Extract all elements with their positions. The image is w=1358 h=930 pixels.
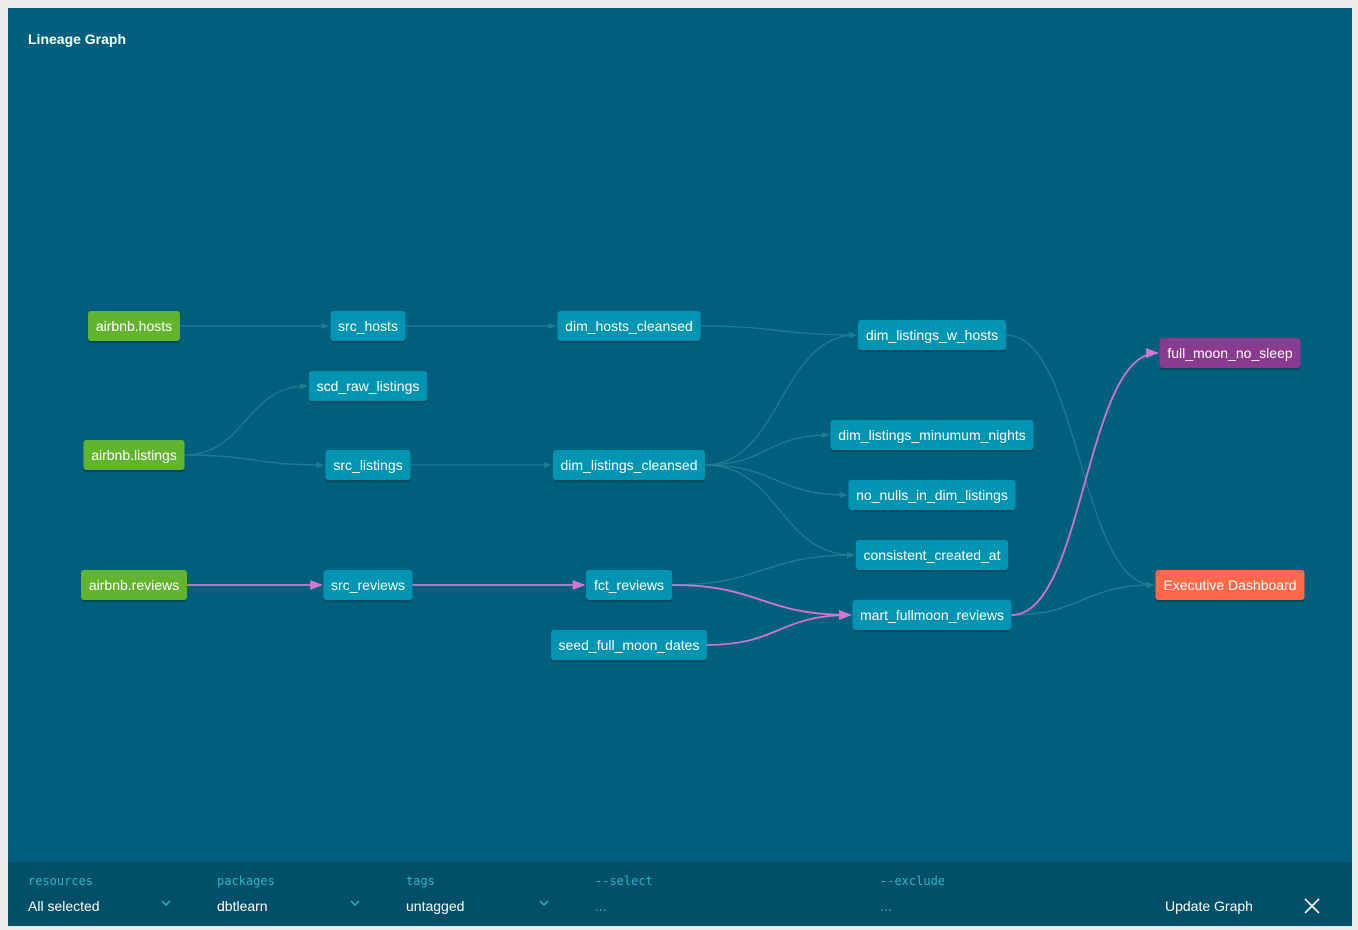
close-icon[interactable] — [1303, 897, 1321, 915]
packages-label: packages — [217, 874, 275, 888]
graph-edge-fct-reviews-to-mart-fullmoon-reviews — [671, 584, 852, 621]
lineage-graph-panel: Lineage Graph airbnb.hosts airbnb.listing… — [8, 8, 1352, 926]
node-box[interactable] — [1155, 570, 1305, 600]
chevron-down-icon[interactable] — [537, 896, 551, 910]
node-label: airbnb.reviews — [89, 577, 179, 593]
packages-filter[interactable]: packages dbtlearn — [217, 862, 367, 926]
graph-edge-fct-reviews-to-consistent-created-at — [671, 551, 855, 586]
node-label: src_listings — [333, 457, 402, 473]
node-box[interactable] — [309, 371, 427, 401]
exclude-input[interactable]: ... — [880, 898, 892, 914]
exclude-filter[interactable]: --exclude ... — [880, 862, 1140, 926]
node-box[interactable] — [586, 570, 672, 600]
graph-toolbar: resources All selected packages dbtlearn… — [8, 862, 1352, 926]
node-label: seed_full_moon_dates — [559, 637, 700, 653]
graph-edge-airbnb-listings-to-scd-raw-listings — [184, 382, 308, 456]
node-box[interactable] — [323, 570, 413, 600]
graph-node-dim-hosts-cleansed[interactable]: dim_hosts_cleansed — [557, 311, 701, 343]
graph-node-seed-full-moon-dates[interactable]: seed_full_moon_dates — [551, 630, 707, 662]
node-label: airbnb.listings — [91, 447, 177, 463]
graph-node-full-moon-no-sleep[interactable]: full_moon_no_sleep — [1159, 338, 1301, 370]
graph-node-airbnb-listings[interactable]: airbnb.listings — [83, 440, 185, 472]
node-box[interactable] — [856, 540, 1008, 570]
node-box[interactable] — [557, 311, 701, 341]
node-label: dim_listings_minumum_nights — [838, 427, 1026, 443]
node-label: scd_raw_listings — [317, 378, 420, 394]
select-input[interactable]: ... — [595, 898, 607, 914]
node-label: mart_fullmoon_reviews — [860, 607, 1004, 623]
node-label: src_hosts — [338, 318, 398, 334]
graph-edge-dim-listings-w-hosts-to-executive-dashboard — [1005, 334, 1155, 589]
graph-node-src-hosts[interactable]: src_hosts — [330, 311, 406, 343]
graph-node-src-listings[interactable]: src_listings — [325, 450, 411, 482]
node-box[interactable] — [551, 630, 707, 660]
graph-node-dim-listings-w-hosts[interactable]: dim_listings_w_hosts — [858, 320, 1006, 352]
node-label: dim_listings_w_hosts — [866, 327, 998, 343]
node-label: dim_hosts_cleansed — [565, 318, 693, 334]
tags-value[interactable]: untagged — [406, 898, 465, 914]
graph-edge-dim-listings-cleansed-to-dim-listings-minumum-nights — [704, 431, 830, 466]
graph-node-scd-raw-listings[interactable]: scd_raw_listings — [309, 371, 427, 403]
graph-node-mart-fullmoon-reviews[interactable]: mart_fullmoon_reviews — [852, 600, 1012, 632]
tags-filter[interactable]: tags untagged — [406, 862, 556, 926]
graph-edge-mart-fullmoon-reviews-to-full-moon-no-sleep — [1011, 348, 1159, 616]
chevron-down-icon[interactable] — [348, 896, 362, 910]
node-box[interactable] — [858, 320, 1006, 350]
nodes-layer: airbnb.hosts airbnb.listings airbnb.review… — [81, 311, 1305, 662]
graph-node-no-nulls-in-dim-listings[interactable]: no_nulls_in_dim_listings — [848, 480, 1016, 512]
tags-label: tags — [406, 874, 435, 888]
resources-filter[interactable]: resources All selected — [28, 862, 178, 926]
node-label: dim_listings_cleansed — [561, 457, 698, 473]
node-label: Executive Dashboard — [1163, 577, 1296, 593]
select-filter[interactable]: --select ... — [595, 862, 855, 926]
edges-layer — [180, 322, 1159, 646]
graph-node-airbnb-hosts[interactable]: airbnb.hosts — [88, 311, 180, 343]
node-label: no_nulls_in_dim_listings — [856, 487, 1008, 503]
exclude-label: --exclude — [880, 874, 946, 888]
node-box[interactable] — [330, 311, 406, 341]
resources-value[interactable]: All selected — [28, 898, 100, 914]
node-box[interactable] — [830, 420, 1034, 450]
node-box[interactable] — [88, 311, 180, 341]
node-label: fct_reviews — [594, 577, 664, 593]
packages-value[interactable]: dbtlearn — [217, 898, 268, 914]
node-box[interactable] — [83, 440, 185, 470]
panel-title: Lineage Graph — [28, 31, 127, 47]
graph-node-airbnb-reviews[interactable]: airbnb.reviews — [81, 570, 187, 602]
node-box[interactable] — [848, 480, 1016, 510]
chevron-down-icon[interactable] — [159, 896, 173, 910]
node-box[interactable] — [852, 600, 1012, 630]
graph-edge-seed-full-moon-dates-to-mart-fullmoon-reviews — [706, 609, 852, 646]
graph-node-dim-listings-minumum-nights[interactable]: dim_listings_minumum_nights — [830, 420, 1034, 452]
node-label: src_reviews — [331, 577, 405, 593]
node-box[interactable] — [1159, 338, 1301, 368]
node-box[interactable] — [325, 450, 411, 480]
update-graph-button[interactable]: Update Graph — [1165, 898, 1253, 914]
resources-label: resources — [28, 874, 94, 888]
node-label: full_moon_no_sleep — [1167, 345, 1293, 361]
graph-node-src-reviews[interactable]: src_reviews — [323, 570, 413, 602]
graph-edge-dim-listings-cleansed-to-dim-listings-w-hosts — [704, 331, 857, 466]
graph-node-fct-reviews[interactable]: fct_reviews — [586, 570, 672, 602]
graph-node-executive-dashboard[interactable]: Executive Dashboard — [1155, 570, 1305, 602]
select-label: --select — [595, 874, 653, 888]
node-box[interactable] — [81, 570, 187, 600]
graph-edge-mart-fullmoon-reviews-to-executive-dashboard — [1011, 581, 1155, 616]
graph-edge-dim-hosts-cleansed-to-dim-listings-w-hosts — [700, 325, 857, 339]
graph-edge-dim-listings-cleansed-to-no-nulls-in-dim-listings — [704, 464, 848, 499]
node-label: airbnb.hosts — [96, 318, 172, 334]
graph-node-consistent-created-at[interactable]: consistent_created_at — [856, 540, 1008, 572]
graph-edge-airbnb-listings-to-src-listings — [184, 454, 325, 469]
node-label: consistent_created_at — [864, 547, 1001, 563]
graph-node-dim-listings-cleansed[interactable]: dim_listings_cleansed — [553, 450, 705, 482]
graph-edge-dim-listings-cleansed-to-consistent-created-at — [704, 464, 855, 559]
lineage-graph-canvas[interactable]: airbnb.hosts airbnb.listings airbnb.review… — [8, 8, 1352, 854]
node-box[interactable] — [553, 450, 705, 480]
